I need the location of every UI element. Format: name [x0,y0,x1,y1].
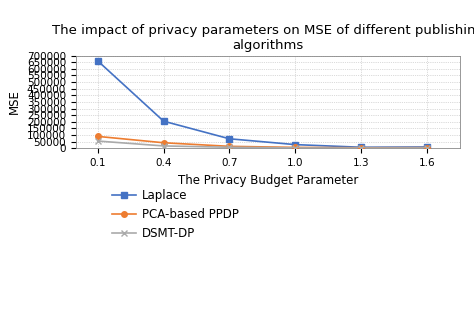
DSMT-DP [161,144,166,148]
DSMT-DP [227,146,232,149]
Laplace [292,143,298,146]
DSMT-DP [358,146,364,150]
DSMT-DP [292,146,298,150]
Laplace [95,59,100,63]
Laplace [358,146,364,149]
PCA-based PPDP [424,146,430,150]
Title: The impact of privacy parameters on MSE of different publishing
algorithms: The impact of privacy parameters on MSE … [52,24,474,52]
X-axis label: The Privacy Budget Parameter: The Privacy Budget Parameter [178,174,358,187]
Laplace [227,137,232,141]
PCA-based PPDP [95,134,100,138]
PCA-based PPDP [161,141,166,145]
Line: DSMT-DP: DSMT-DP [95,138,429,151]
PCA-based PPDP [227,145,232,148]
Line: PCA-based PPDP: PCA-based PPDP [95,133,429,150]
DSMT-DP [424,146,430,150]
DSMT-DP [95,139,100,143]
Laplace [161,119,166,123]
PCA-based PPDP [292,146,298,149]
PCA-based PPDP [358,146,364,150]
Y-axis label: MSE: MSE [9,90,21,114]
Laplace [424,145,430,149]
Line: Laplace: Laplace [95,58,429,150]
Legend: Laplace, PCA-based PPDP, DSMT-DP: Laplace, PCA-based PPDP, DSMT-DP [112,189,239,240]
